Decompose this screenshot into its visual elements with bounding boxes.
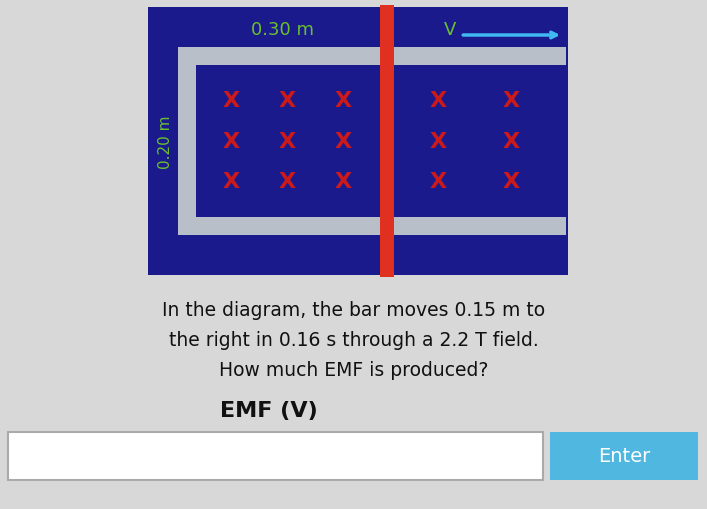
Bar [8, 432, 543, 480]
Text: X: X [334, 172, 351, 191]
Text: X: X [503, 172, 520, 191]
Text: X: X [279, 91, 296, 111]
Text: the right in 0.16 s through a 2.2 T field.: the right in 0.16 s through a 2.2 T fiel… [169, 331, 538, 350]
Text: X: X [279, 172, 296, 191]
Text: Enter: Enter [598, 446, 650, 466]
Text: X: X [334, 91, 351, 111]
Text: X: X [429, 91, 447, 111]
Text: V: V [444, 21, 457, 39]
Text: 0.20 m: 0.20 m [158, 115, 173, 168]
Text: In the diagram, the bar moves 0.15 m to: In the diagram, the bar moves 0.15 m to [162, 301, 545, 320]
Bar [550, 432, 698, 480]
Text: X: X [429, 132, 447, 152]
Text: X: X [223, 91, 240, 111]
Text: X: X [334, 132, 351, 152]
Text: X: X [429, 172, 447, 191]
Text: How much EMF is produced?: How much EMF is produced? [218, 361, 489, 380]
Text: X: X [223, 172, 240, 191]
Bar [178, 48, 566, 66]
Bar [178, 48, 196, 236]
Text: X: X [279, 132, 296, 152]
Text: X: X [503, 132, 520, 152]
Bar [148, 8, 568, 275]
Bar [178, 217, 566, 236]
Text: EMF (V): EMF (V) [220, 400, 317, 420]
Text: X: X [503, 91, 520, 111]
Text: 0.30 m: 0.30 m [251, 21, 314, 39]
Text: X: X [223, 132, 240, 152]
Bar [380, 6, 394, 277]
